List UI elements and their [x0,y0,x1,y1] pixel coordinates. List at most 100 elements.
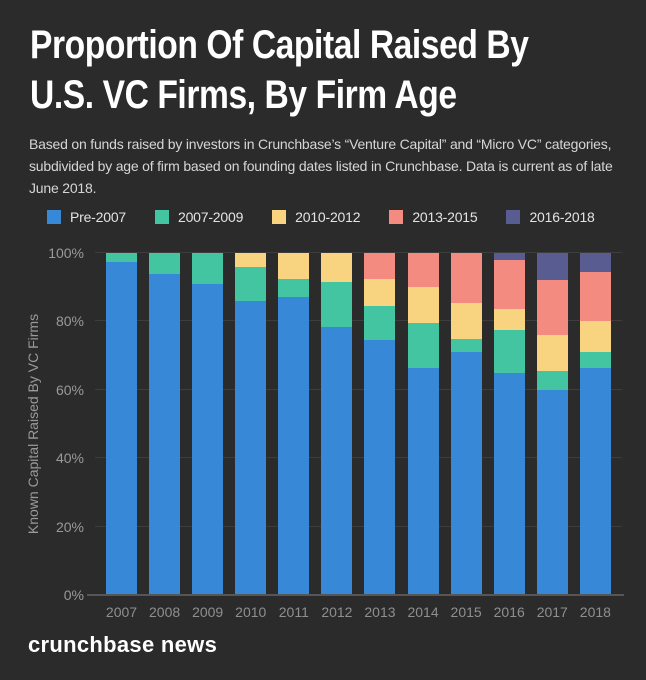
gridline-60 [95,388,622,390]
chart-legend: Pre-2007 2007-2009 2010-2012 2013-2015 2016-… [47,209,595,225]
bar-segment-2013-2015 [450,253,482,303]
bar-segment-2007-2009 [192,253,224,284]
legend-label: 2013-2015 [412,209,478,225]
bar-segment-pre-2007 [493,372,525,595]
bar-segment-pre-2007 [192,283,224,595]
legend-swatch-icon [272,210,287,224]
bar-segment-pre-2007 [106,261,137,595]
x-tick-label: 2018 [579,604,611,620]
bar-segment-2016-2018 [579,253,611,272]
gridline-80 [95,320,622,322]
legend-item-2007-2009: 2007-2009 [155,209,243,225]
bars-container: 2007 2008 2009 2010 2011 2012 2013 2014 2015 2016… [95,253,622,620]
bar-segment-2007-2009 [106,253,137,262]
bar-segment-2010-2012 [579,321,611,353]
bar-segment-pre-2007 [407,367,439,595]
bar-segment-2007-2009 [321,282,353,327]
chart-title-line1: Proportion Of Capital Raised By [30,23,529,67]
bar-2011: 2011 [278,253,310,620]
legend-item-pre-2007: Pre-2007 [47,209,126,225]
legend-swatch-icon [155,210,169,224]
bar-segment-2007-2009 [278,278,310,298]
bar-segment-2007-2009 [364,306,396,341]
bar-2015: 2015 [450,253,482,620]
legend-label: 2010-2012 [295,209,361,225]
bar-segment-2007-2009 [149,253,181,274]
bar-segment-pre-2007 [321,326,353,595]
chart-title: Proportion Of Capital Raised By U.S. VC F… [30,20,529,120]
bar-segment-2010-2012 [321,253,353,283]
brand-logo: crunchbase news [28,632,218,657]
legend-label: 2016-2018 [529,209,595,225]
bar-segment-pre-2007 [278,297,310,595]
legend-item-2016-2018: 2016-2018 [506,209,595,225]
legend-swatch-icon [47,210,61,224]
y-tick-label: 40% [55,450,84,467]
x-tick-label: 2007 [105,604,138,620]
bar-segment-2007-2009 [450,338,482,353]
legend-item-2013-2015: 2013-2015 [389,209,478,225]
y-tick-label: 0% [63,587,84,603]
x-tick-label: 2008 [149,604,181,620]
bar-segment-2007-2009 [536,371,568,390]
x-tick-label: 2016 [493,604,525,620]
x-tick-label: 2014 [407,604,439,620]
x-tick-label: 2017 [536,604,568,620]
bar-segment-2013-2015 [493,259,525,310]
bar-segment-pre-2007 [536,389,568,595]
bar-segment-2010-2012 [278,253,310,279]
legend-item-2010-2012: 2010-2012 [272,209,361,225]
x-tick-label: 2009 [192,604,224,620]
bar-segment-2007-2009 [235,266,267,301]
bar-segment-2016-2018 [536,253,568,281]
bar-2013: 2013 [364,253,396,620]
y-tick-label: 80% [55,313,84,330]
bar-2018: 2018 [579,253,611,620]
x-tick-label: 2015 [450,604,482,620]
plot-area: 2007 2008 2009 2010 2011 2012 2013 2014 2015 2016… [95,252,622,620]
legend-swatch-icon [389,210,404,224]
x-tick-label: 2010 [235,604,267,620]
bar-segment-2010-2012 [235,253,267,267]
bar-segment-2010-2012 [493,309,525,330]
bar-segment-2010-2012 [407,287,439,324]
gridline-20 [95,525,622,527]
x-tick-label: 2011 [278,604,309,620]
y-tick-label: 20% [55,518,84,535]
legend-label: 2007-2009 [178,209,244,225]
y-axis-ticks: 0% 20% 40% 60% 80% 100% [0,245,84,603]
bar-2008: 2008 [149,253,181,620]
bar-segment-pre-2007 [450,352,482,595]
bar-segment-2013-2015 [579,271,611,322]
bar-segment-pre-2007 [579,367,611,595]
gridline-100 [95,252,622,253]
chart-subtitle: Based on funds raised by investors in Cr… [29,136,613,196]
bar-segment-2010-2012 [364,278,396,307]
x-tick-label: 2012 [321,604,353,620]
bar-segment-2007-2009 [579,352,611,368]
legend-label: Pre-2007 [70,209,126,225]
x-tick-label: 2013 [364,604,396,620]
bar-segment-2016-2018 [493,253,525,260]
y-tick-label: 100% [48,245,84,261]
bar-segment-pre-2007 [235,300,267,595]
legend-swatch-icon [506,210,521,224]
chart-title-line2: U.S. VC Firms, By Firm Age [30,73,457,117]
bar-segment-2007-2009 [407,323,439,368]
y-tick-label: 60% [55,381,84,398]
bar-segment-2013-2015 [536,280,568,336]
bar-segment-pre-2007 [364,340,396,595]
bar-segment-2007-2009 [493,329,525,373]
bar-2017: 2017 [536,253,568,620]
bar-segment-2010-2012 [450,302,482,339]
bar-2010: 2010 [235,253,267,620]
bar-2009: 2009 [192,253,224,620]
bar-2014: 2014 [407,253,439,620]
gridline-40 [95,457,622,459]
bar-segment-2013-2015 [364,253,396,279]
bar-segment-2010-2012 [536,335,568,372]
bar-2007: 2007 [106,253,137,620]
bar-2012: 2012 [321,253,353,620]
bar-2016: 2016 [493,253,525,620]
